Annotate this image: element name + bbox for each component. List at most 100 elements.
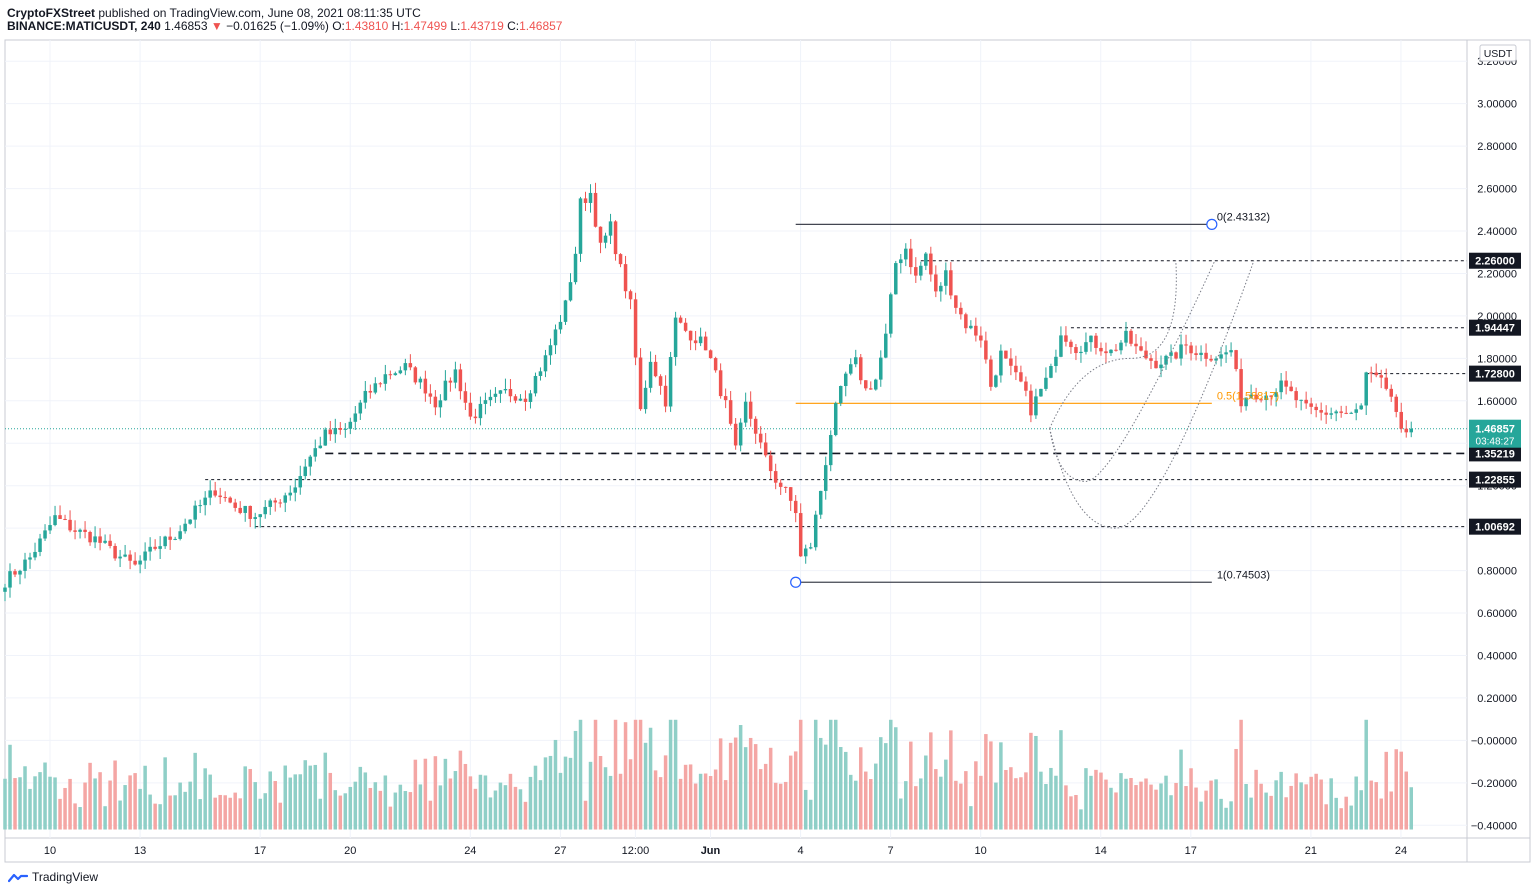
candle-body (1354, 409, 1358, 413)
time-tick-label: 20 (344, 845, 356, 857)
candle-body (1329, 413, 1333, 415)
volume-bar (13, 778, 17, 830)
candle-body (1389, 388, 1393, 397)
candle-body (1219, 354, 1223, 359)
candle-body (483, 400, 488, 404)
volume-bar (909, 741, 913, 830)
volume-bar (1149, 784, 1153, 830)
volume-bar (1089, 775, 1093, 830)
volume-bar (788, 755, 793, 830)
volume-bar (1359, 790, 1363, 830)
currency-badge[interactable] (1479, 44, 1517, 62)
volume-bar (203, 768, 207, 830)
candle-body (348, 421, 353, 429)
candle-body (53, 515, 57, 526)
volume-bar (483, 775, 488, 830)
candle-body (1209, 358, 1213, 361)
volume-bar (1134, 785, 1138, 830)
volume-bar (1094, 769, 1098, 830)
candle-body (143, 551, 147, 561)
volume-bar (248, 768, 252, 830)
volume-bar (418, 784, 423, 830)
volume-bar (944, 759, 948, 830)
volume-bar (123, 785, 127, 830)
volume-bar (393, 792, 398, 830)
volume-bar (63, 787, 67, 830)
low-label: L: (450, 19, 461, 33)
candle-body (859, 357, 863, 381)
candle-body (1244, 397, 1248, 407)
candle-body (398, 370, 403, 374)
candle-body (979, 335, 983, 341)
candle-body (1074, 347, 1078, 354)
volume-bar (1164, 775, 1168, 830)
volume-bar (1404, 771, 1408, 830)
time-axis[interactable]: 10 13 17 20 24 27 12:00 Jun 4 7 10 14 17 21 24 (44, 845, 1407, 857)
volume-bar (633, 719, 638, 830)
candle-body (1384, 377, 1388, 389)
volume-bar (538, 780, 543, 830)
volume-bar (678, 778, 683, 830)
volume-bar (1389, 791, 1393, 830)
volume-bar (128, 775, 132, 830)
candle-body (283, 495, 287, 503)
candle-body (233, 502, 237, 508)
candle-body (1199, 352, 1203, 355)
volume-bar (213, 797, 217, 830)
candle-body (23, 559, 27, 571)
candle-body (1274, 392, 1278, 397)
volume-bar (558, 772, 563, 830)
tradingview-footer[interactable]: TradingView (8, 870, 98, 884)
candle-body (298, 476, 303, 488)
candle-body (924, 253, 928, 266)
volume-bar (543, 757, 548, 830)
candle-body (33, 551, 37, 558)
price-change: −0.01625 (−1.09%) (226, 19, 329, 33)
candle-body (418, 378, 423, 383)
volume-bar (864, 771, 868, 830)
volume-bar (1084, 768, 1088, 830)
price-tick-label: 1.60000 (1477, 396, 1517, 408)
candle-body (318, 445, 323, 449)
candle-body (428, 393, 433, 397)
volume-bar (869, 779, 873, 830)
volume-bar (1064, 785, 1068, 830)
candle-body (203, 497, 207, 506)
volume-bar (818, 737, 823, 830)
volume-bar (318, 798, 323, 830)
volume-bar (1344, 796, 1348, 830)
candle-body (498, 390, 503, 394)
candle-body (904, 248, 908, 260)
candle-body (523, 398, 528, 402)
volume-bar (398, 784, 403, 830)
volume-bar (453, 771, 458, 830)
volume-bar (1009, 767, 1013, 830)
volume-bar (1129, 777, 1133, 830)
candle-body (828, 435, 833, 466)
volume-bar (628, 759, 633, 830)
candle-body (1184, 344, 1188, 346)
volume-bar (568, 757, 573, 830)
candle-body (1174, 352, 1178, 359)
level-labels: 0(2.43132) 0.5(1.58817) 1(0.74503) 2.26000 1… (1217, 211, 1521, 581)
volume-bar (48, 776, 52, 830)
volume-bar (408, 792, 413, 830)
candle-body (243, 505, 247, 513)
volume-bar (758, 769, 763, 830)
candle-body (213, 490, 217, 496)
volume-bar (1354, 776, 1358, 830)
publisher-name[interactable]: CryptoFXStreet (7, 6, 96, 20)
candle-body (833, 403, 838, 436)
volume-bar (1204, 790, 1208, 830)
candle-body (1394, 396, 1398, 412)
candle-body (353, 413, 358, 422)
symbol-label[interactable]: BINANCE:MATICUSDT, 240 (7, 19, 161, 33)
candle-body (1364, 372, 1368, 406)
candle-body (1314, 406, 1318, 411)
volume-bar (778, 783, 783, 830)
chart-header: CryptoFXStreet published on TradingView.… (4, 0, 1529, 40)
candle-body (528, 393, 533, 402)
current-price-text: 1.46857 (1475, 424, 1515, 436)
candle-body (1319, 410, 1323, 413)
